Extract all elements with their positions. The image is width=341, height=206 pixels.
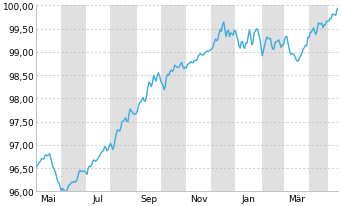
- Bar: [61, 6, 86, 192]
- Bar: [110, 6, 137, 192]
- Bar: [161, 6, 187, 192]
- Bar: [262, 6, 284, 192]
- Bar: [211, 6, 235, 192]
- Bar: [309, 6, 328, 192]
